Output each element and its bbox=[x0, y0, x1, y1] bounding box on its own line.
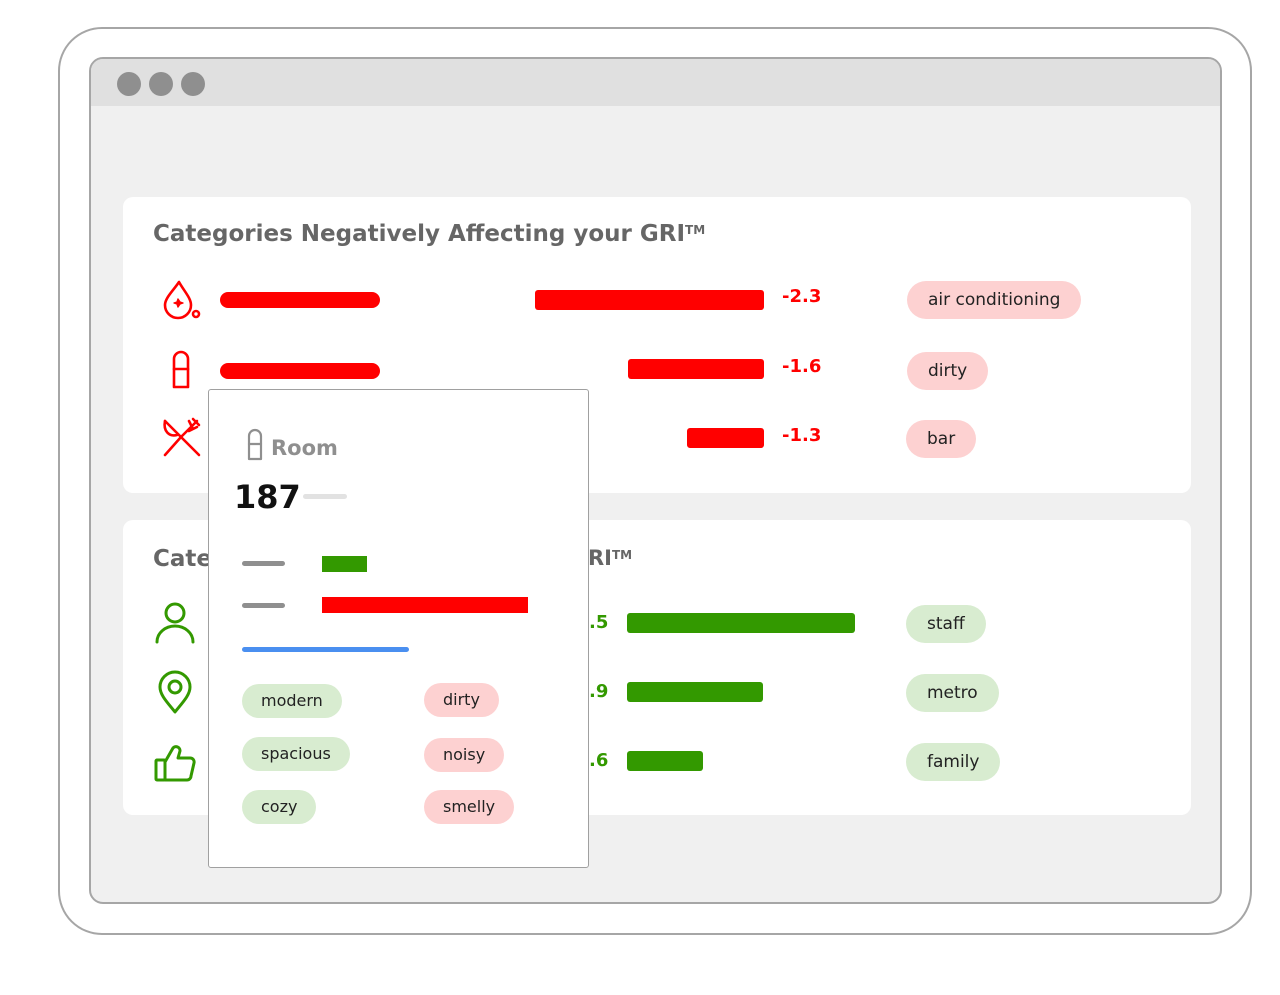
negative-tag[interactable]: smelly bbox=[424, 790, 515, 824]
positive-share-bar bbox=[322, 556, 367, 572]
popup-title: Room bbox=[271, 436, 338, 460]
negative-share-bar bbox=[322, 597, 528, 613]
window-minimize-button[interactable] bbox=[149, 72, 173, 96]
negative-value: -1.6 bbox=[782, 356, 822, 377]
negative-category-bar bbox=[220, 363, 380, 379]
negative-value: -1.3 bbox=[782, 425, 822, 446]
count-trend-line bbox=[303, 494, 347, 499]
positive-legend-line bbox=[242, 561, 285, 566]
negative-value-bar bbox=[535, 290, 764, 310]
negative-tag[interactable]: dirty bbox=[424, 683, 499, 717]
positive-tag[interactable]: family bbox=[906, 743, 1001, 781]
positive-tag[interactable]: staff bbox=[906, 605, 986, 643]
positive-value: .5 bbox=[589, 612, 609, 633]
negative-tag[interactable]: dirty bbox=[907, 352, 989, 390]
negative-tag[interactable]: noisy bbox=[424, 738, 505, 772]
negative-legend-line bbox=[242, 603, 285, 608]
negative-card-title: Categories Negatively Affecting your GRI… bbox=[153, 221, 706, 247]
thumbs-up-icon bbox=[153, 740, 197, 784]
positive-tag[interactable]: spacious bbox=[242, 737, 350, 771]
negative-value-bar bbox=[687, 428, 764, 448]
positive-value-bar bbox=[627, 751, 703, 771]
positive-card-title-end: RITM bbox=[588, 546, 633, 570]
cutlery-icon bbox=[159, 417, 203, 461]
positive-value-bar bbox=[627, 613, 855, 633]
room-door-icon bbox=[243, 427, 267, 461]
positive-value: .6 bbox=[589, 750, 609, 771]
negative-tag[interactable]: air conditioning bbox=[907, 281, 1082, 319]
negative-tag[interactable]: bar bbox=[906, 420, 977, 458]
negative-category-bar bbox=[220, 292, 380, 308]
water-drop-icon bbox=[159, 277, 203, 321]
window-titlebar bbox=[91, 59, 1220, 106]
negative-value: -2.3 bbox=[782, 286, 822, 307]
popup-count: 187 bbox=[234, 478, 301, 516]
positive-value-bar bbox=[627, 682, 763, 702]
room-detail-popup: Room 187 modern spacious cozy dirty nois… bbox=[208, 389, 589, 868]
positive-tag[interactable]: metro bbox=[906, 674, 999, 712]
user-icon bbox=[153, 600, 197, 644]
positive-tag[interactable]: cozy bbox=[242, 790, 317, 824]
window-maximize-button[interactable] bbox=[181, 72, 205, 96]
window-close-button[interactable] bbox=[117, 72, 141, 96]
room-door-icon bbox=[159, 347, 203, 391]
progress-line bbox=[242, 647, 409, 652]
positive-tag[interactable]: modern bbox=[242, 684, 342, 718]
positive-value: .9 bbox=[589, 681, 609, 702]
location-pin-icon bbox=[153, 670, 197, 714]
negative-value-bar bbox=[628, 359, 764, 379]
